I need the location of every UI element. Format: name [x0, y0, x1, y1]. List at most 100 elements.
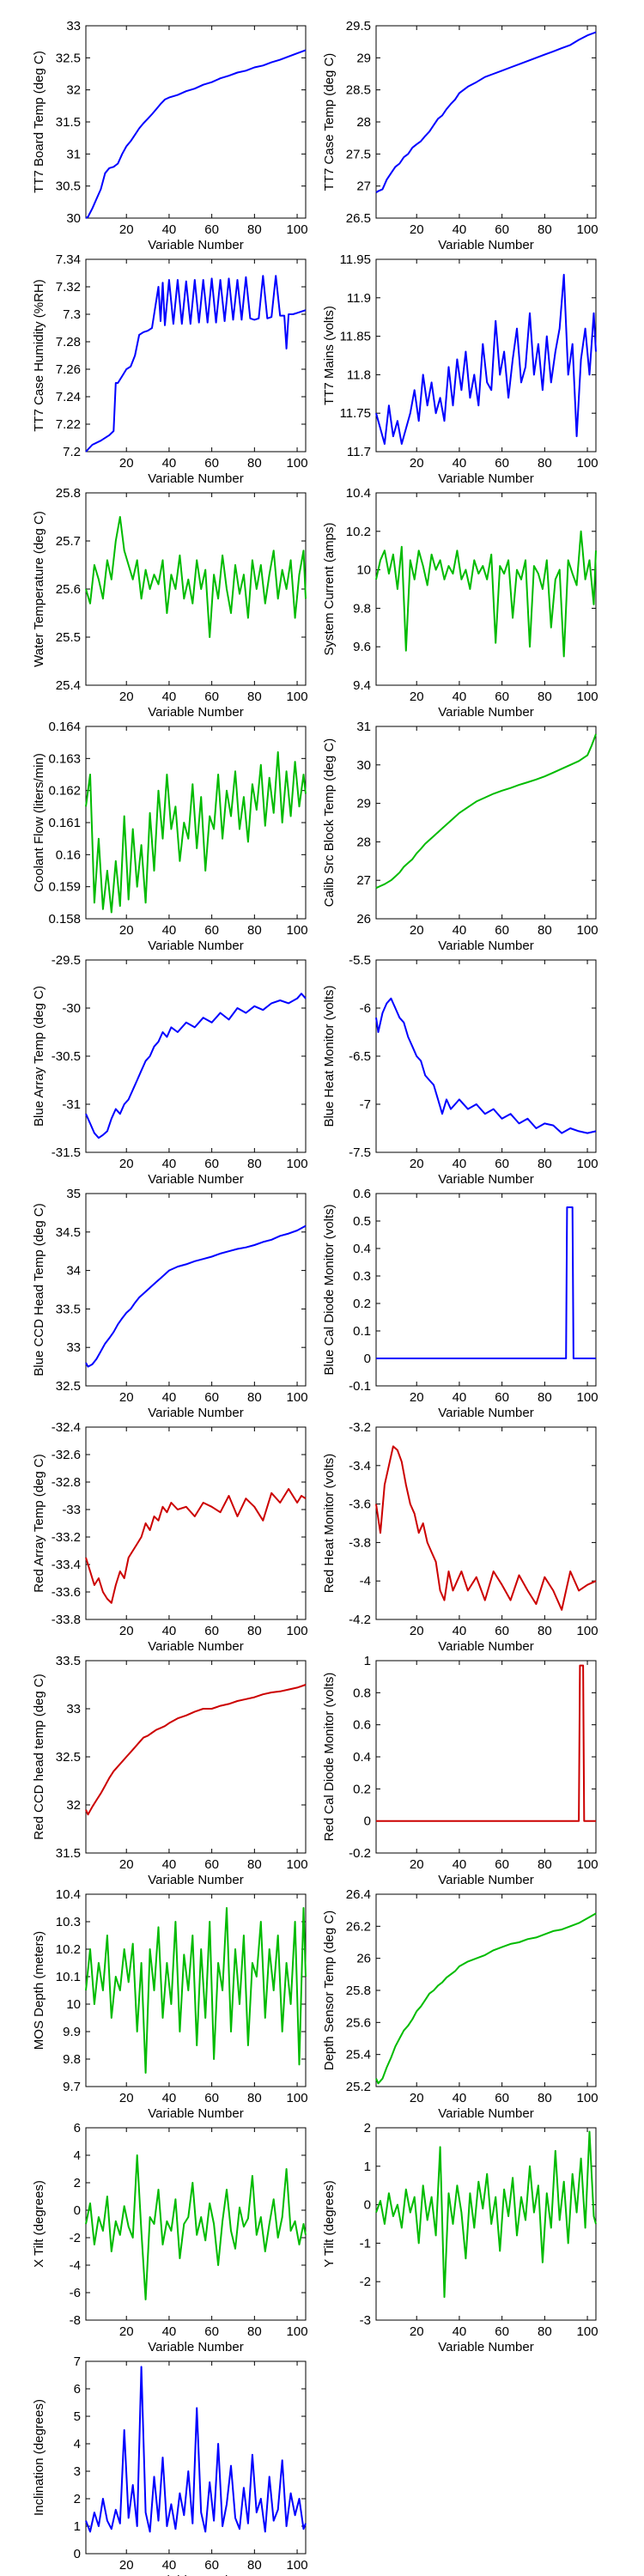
series-line-tt7-case-humidity: [85, 275, 307, 453]
series-line-y-tilt: [375, 2130, 597, 2299]
chart-y-tilt: -3 -2 -1 0 1 2 20 40 60 80 100 Variable Number Y Til…: [322, 2121, 598, 2354]
series-line-tt7-mains: [375, 273, 597, 445]
y-tick-label: 1: [74, 2519, 81, 2534]
chart-mos-depth: 9.7 9.8 9.9 10 10.1 10.2 10.3 10.4 20 40 60 80 100 Va…: [32, 1887, 308, 2121]
x-tick-label: 40: [162, 923, 177, 938]
y-tick-label: -7.5: [349, 1145, 371, 1160]
x-tick-label: 100: [287, 1390, 308, 1405]
y-tick-label: 28: [356, 115, 371, 130]
x-tick-label: 60: [495, 1157, 509, 1171]
y-axis-label: Blue Heat Monitor (volts): [322, 985, 337, 1127]
x-tick-label: 60: [204, 222, 219, 237]
y-tick-label: 10.4: [346, 486, 371, 501]
y-tick-label: 3: [74, 2464, 81, 2479]
y-axis-label: Blue Array Temp (deg C): [32, 986, 46, 1127]
y-tick-label: 7.2: [63, 445, 81, 459]
y-tick-label: 0.164: [48, 720, 81, 734]
plot-frame: [375, 726, 597, 920]
x-tick-label: 60: [204, 456, 219, 471]
series-line-water-temp: [85, 516, 307, 638]
y-axis-label: X Tilt (degrees): [32, 2180, 46, 2268]
x-tick-label: 40: [453, 456, 467, 471]
chart-blue-heat-monitor: -7.5 -7 -6.5 -6 -5.5 20 40 60 80 100 Variable Numb…: [322, 953, 598, 1187]
y-tick-label: 33: [66, 1340, 81, 1355]
chart-red-cal-diode-monitor: -0.2 0 0.2 0.4 0.6 0.8 1 20 40 60 80 100 Variable Nu…: [322, 1654, 598, 1887]
chart-water-temp: 25.4 25.5 25.6 25.7 25.8 20 40 60 80 100 Variable …: [32, 486, 308, 720]
chart-red-array-temp: -33.8 -33.6 -33.4 -33.2 -33 -32.8 -32.6 -32.4 20…: [32, 1420, 308, 1654]
plot-frame: [375, 258, 597, 453]
y-tick-label: -5.5: [349, 953, 371, 968]
y-tick-label: 25.4: [346, 2048, 371, 2063]
x-axis-label: Variable Number: [148, 1172, 243, 1187]
y-tick-label: 11.75: [340, 406, 371, 421]
chart-blue-ccd-head-temp: 32.5 33 33.5 34 34.5 35 20 40 60 80 100 Variable Nu…: [32, 1187, 308, 1420]
y-tick-label: 27: [356, 179, 371, 194]
y-tick-label: -6.5: [349, 1049, 371, 1064]
y-tick-label: 7.26: [56, 362, 81, 377]
y-tick-label: 0.158: [48, 912, 81, 927]
y-tick-label: 25.6: [346, 2015, 371, 2030]
y-tick-label: 2: [74, 2492, 81, 2506]
y-axis-label: Red Heat Monitor (volts): [322, 1454, 337, 1594]
y-axis-label: TT7 Mains (volts): [322, 306, 337, 405]
y-tick-label: 32.5: [56, 51, 81, 65]
x-tick-label: 20: [410, 923, 424, 938]
x-tick-label: 60: [495, 1624, 509, 1638]
x-tick-label: 80: [538, 690, 552, 704]
y-tick-label: -33.8: [52, 1613, 81, 1627]
y-tick-label: 25.2: [346, 2080, 371, 2094]
y-tick-label: 10.3: [56, 1915, 81, 1929]
x-tick-label: 60: [495, 2324, 509, 2339]
y-tick-label: 25.5: [56, 630, 81, 645]
x-tick-label: 100: [577, 1157, 598, 1171]
x-tick-label: 60: [204, 1624, 219, 1638]
series-line-blue-heat-monitor: [375, 997, 597, 1134]
x-tick-label: 80: [247, 456, 262, 471]
y-tick-label: 7.34: [56, 252, 81, 267]
x-tick-label: 100: [287, 1857, 308, 1872]
y-tick-label: 7.3: [63, 307, 81, 322]
y-tick-label: 25.6: [56, 582, 81, 597]
y-tick-label: 7.24: [56, 390, 81, 404]
y-tick-label: 0.8: [353, 1686, 371, 1700]
y-axis-label: Calib Src Block Temp (deg C): [322, 738, 337, 907]
y-tick-label: -2: [70, 2231, 81, 2245]
x-axis-label: Variable Number: [148, 2106, 243, 2121]
chart-system-current: 9.4 9.6 9.8 10 10.2 10.4 20 40 60 80 100 Variable N…: [322, 486, 598, 720]
x-axis-label: Variable Number: [438, 471, 533, 486]
y-tick-label: 0.5: [353, 1214, 371, 1229]
y-tick-label: -3.2: [349, 1420, 371, 1435]
series-line-inclination: [85, 2366, 307, 2533]
y-tick-label: -32.6: [52, 1448, 81, 1462]
plot-frame: [375, 959, 597, 1153]
x-tick-label: 60: [204, 1390, 219, 1405]
y-tick-label: -3.6: [349, 1498, 371, 1512]
x-tick-label: 100: [287, 456, 308, 471]
y-tick-label: 26: [356, 1952, 371, 1966]
x-tick-label: 80: [247, 2091, 262, 2105]
y-tick-label: 9.8: [353, 601, 371, 616]
x-axis-label: Variable Number: [148, 1639, 243, 1654]
x-tick-label: 40: [453, 690, 467, 704]
x-tick-label: 100: [287, 2091, 308, 2105]
x-axis-label: Variable Number: [148, 1873, 243, 1887]
x-axis-label: Variable Number: [148, 705, 243, 720]
y-tick-label: 6: [74, 2121, 81, 2136]
y-axis-label: Y Tilt (degrees): [322, 2180, 337, 2267]
y-tick-label: -8: [70, 2313, 81, 2328]
y-tick-label: 0.3: [353, 1269, 371, 1284]
y-tick-label: 35: [66, 1187, 81, 1201]
x-tick-label: 60: [495, 2091, 509, 2105]
y-tick-label: 10.2: [346, 525, 371, 539]
chart-calib-src-block-temp: 26 27 28 29 30 31 20 40 60 80 100 Variable Number Ca…: [322, 720, 598, 953]
x-tick-label: 60: [495, 456, 509, 471]
y-axis-label: Red CCD head temp (deg C): [32, 1674, 46, 1839]
y-tick-label: 10.1: [56, 1970, 81, 1984]
y-tick-label: 10: [66, 1997, 81, 2012]
x-tick-label: 60: [495, 1857, 509, 1872]
y-axis-label: TT7 Board Temp (deg C): [32, 51, 46, 193]
y-tick-label: 0.16: [56, 848, 81, 862]
y-tick-label: 0: [364, 1352, 371, 1366]
chart-red-ccd-head-temp: 31.5 32 32.5 33 33.5 20 40 60 80 100 Variable Numb…: [32, 1654, 308, 1887]
y-tick-label: 30: [356, 758, 371, 773]
